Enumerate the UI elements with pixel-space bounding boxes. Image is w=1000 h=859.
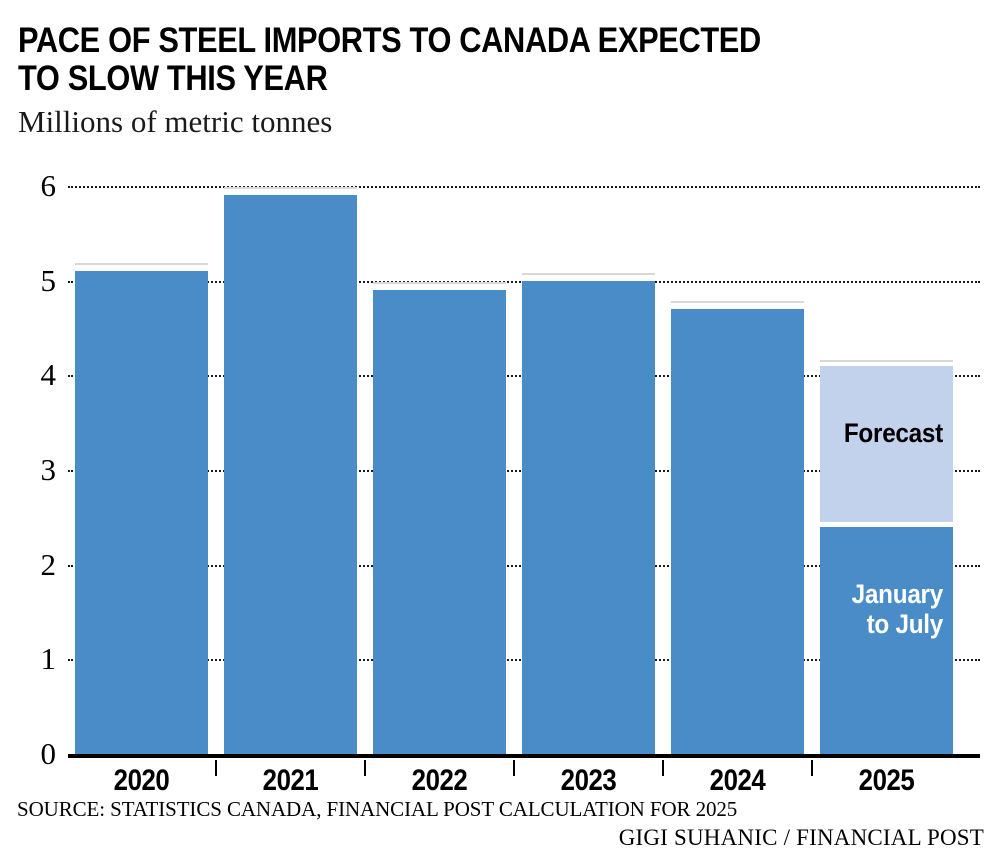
x-tick-label-2024: 2024 xyxy=(709,764,766,797)
x-axis-tick-3 xyxy=(513,760,515,776)
gridline-6 xyxy=(68,186,980,188)
bar-cap-2022 xyxy=(373,282,506,285)
bar-cap-2025 xyxy=(820,359,953,362)
x-tick-label-2023: 2023 xyxy=(560,764,617,797)
forecast-segment-label: Forecast xyxy=(843,418,943,448)
y-tick-label-6: 6 xyxy=(40,168,57,203)
x-axis-tick-4 xyxy=(662,760,664,776)
y-tick-label-4: 4 xyxy=(40,357,57,393)
x-tick-label-2021: 2021 xyxy=(262,764,319,797)
bar-cap-2020 xyxy=(75,263,208,266)
source-note: SOURCE: STATISTICS CANADA, FINANCIAL POS… xyxy=(17,797,738,821)
bar-2022[interactable] xyxy=(373,290,506,754)
x-tick-label-2020: 2020 xyxy=(113,764,170,797)
bar-2021[interactable] xyxy=(224,195,357,754)
bar-2020[interactable] xyxy=(75,271,208,754)
bar-2023[interactable] xyxy=(522,280,655,754)
page-title: PACE OF STEEL IMPORTS TO CANADA EXPECTED… xyxy=(18,21,761,98)
x-axis-tick-1 xyxy=(215,760,217,776)
x-tick-label-2025: 2025 xyxy=(858,764,915,797)
y-tick-label-3: 3 xyxy=(40,452,57,487)
chart-header: PACE OF STEEL IMPORTS TO CANADA EXPECTED… xyxy=(18,22,978,139)
bar-2024[interactable] xyxy=(671,309,804,754)
x-axis-tick-2 xyxy=(364,760,366,776)
y-tick-label-2: 2 xyxy=(40,546,57,582)
y-tick-label-5: 5 xyxy=(40,262,57,298)
bar-segment-january-to-july[interactable] xyxy=(820,526,953,754)
january-to-july-segment-label: January to July xyxy=(851,579,944,639)
bar-cap-2021 xyxy=(224,187,357,190)
bar-cap-2023 xyxy=(522,272,655,275)
bar-cap-2024 xyxy=(671,301,804,304)
x-axis-line xyxy=(68,754,980,758)
credit-note: GIGI SUHANIC / FINANCIAL POST xyxy=(618,825,984,850)
y-tick-label-0: 0 xyxy=(40,736,57,771)
x-axis-tick-5 xyxy=(811,760,813,776)
y-tick-label-1: 1 xyxy=(40,641,57,677)
x-tick-label-2022: 2022 xyxy=(411,764,468,797)
bar-segment-forecast[interactable] xyxy=(820,365,953,522)
chart-subtitle: Millions of metric tonnes xyxy=(18,104,333,139)
